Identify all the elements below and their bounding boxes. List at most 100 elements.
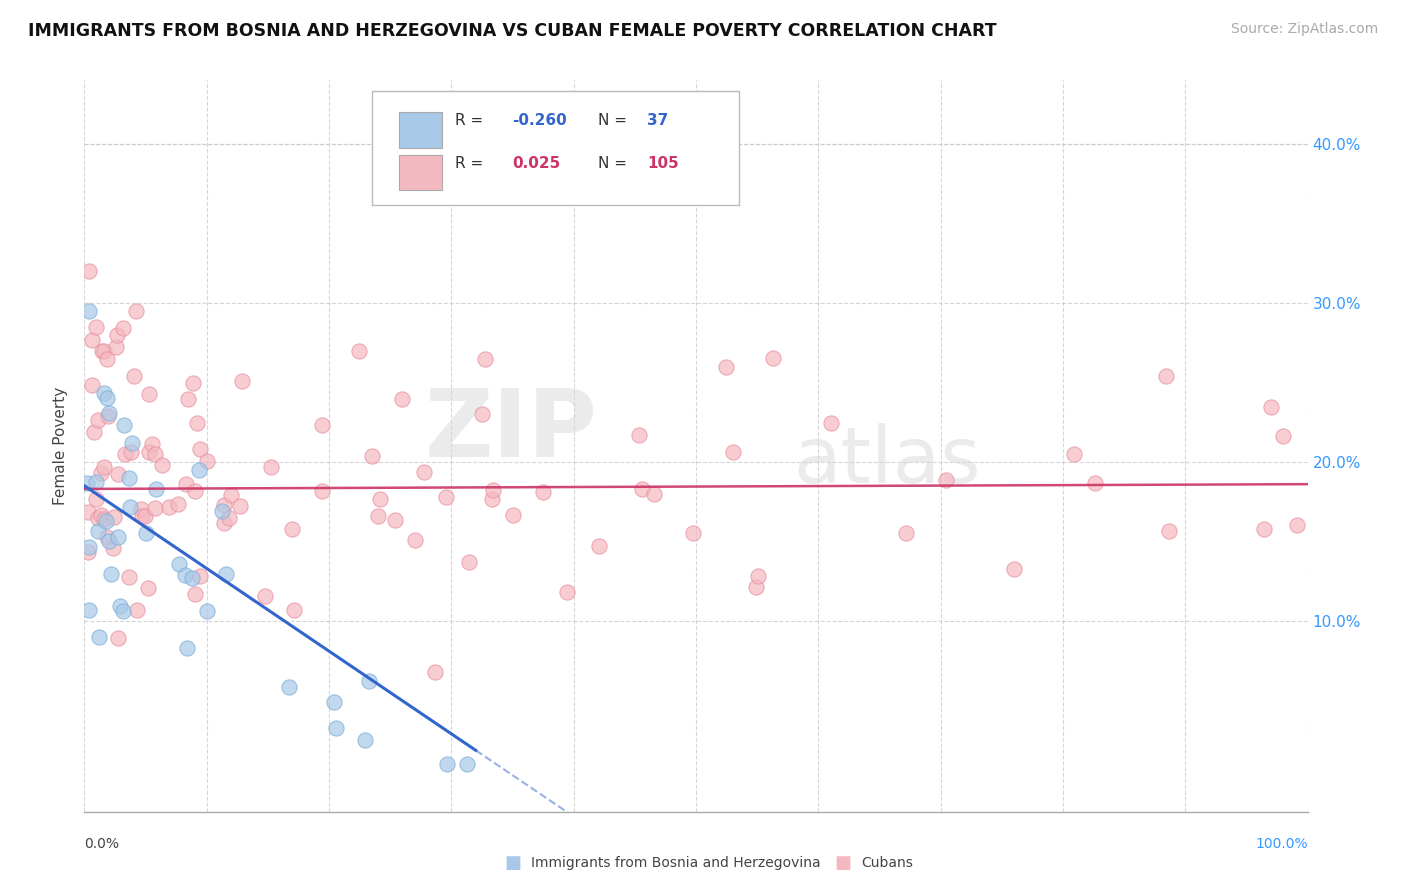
Point	[1002, 562, 1025, 576]
Point	[111, 604, 134, 618]
Point	[425, 665, 447, 679]
Text: 37: 37	[647, 113, 668, 128]
Point	[159, 500, 181, 515]
Point	[177, 392, 200, 407]
Point	[87, 413, 110, 427]
Text: N =: N =	[598, 155, 631, 170]
Point	[747, 569, 769, 583]
Point	[323, 695, 346, 709]
Point	[723, 444, 745, 458]
Point	[103, 509, 125, 524]
Point	[458, 555, 481, 569]
Text: -0.260: -0.260	[513, 113, 567, 128]
Point	[456, 757, 478, 772]
Point	[96, 530, 118, 544]
Point	[260, 459, 283, 474]
Text: 105: 105	[647, 155, 679, 170]
Point	[277, 680, 299, 694]
Point	[211, 504, 233, 518]
Point	[896, 526, 918, 541]
Point	[134, 508, 156, 523]
Point	[77, 303, 100, 318]
Text: N =: N =	[598, 113, 631, 128]
Text: ■: ■	[503, 854, 522, 871]
Point	[643, 486, 665, 500]
Bar	[399, 112, 441, 147]
Point	[97, 409, 120, 424]
Point	[131, 508, 153, 523]
Y-axis label: Female Poverty: Female Poverty	[53, 387, 69, 505]
Point	[96, 351, 118, 366]
Point	[359, 673, 381, 688]
FancyBboxPatch shape	[371, 91, 738, 204]
Point	[135, 526, 157, 541]
Point	[141, 437, 163, 451]
Point	[174, 476, 197, 491]
Point	[481, 491, 503, 506]
Point	[90, 467, 112, 481]
Point	[87, 524, 110, 538]
Point	[167, 557, 190, 571]
Point	[93, 512, 115, 526]
Point	[118, 500, 141, 515]
Text: R =: R =	[456, 113, 488, 128]
Point	[76, 476, 98, 491]
Point	[93, 385, 115, 400]
Point	[631, 482, 654, 496]
Point	[129, 501, 152, 516]
Point	[143, 447, 166, 461]
Point	[1063, 447, 1085, 461]
Point	[195, 453, 218, 467]
Point	[127, 602, 149, 616]
Point	[588, 539, 610, 553]
Point	[1285, 518, 1308, 533]
Point	[311, 417, 333, 432]
Point	[107, 467, 129, 481]
Text: R =: R =	[456, 155, 488, 170]
Point	[714, 359, 737, 374]
Point	[188, 442, 211, 457]
Point	[77, 540, 100, 554]
Point	[412, 466, 434, 480]
Point	[103, 541, 125, 555]
Text: 0.0%: 0.0%	[84, 838, 120, 851]
Text: 0.025: 0.025	[513, 155, 561, 170]
Text: atlas: atlas	[794, 423, 981, 499]
Point	[215, 566, 238, 581]
Point	[93, 460, 115, 475]
Text: Immigrants from Bosnia and Herzegovina: Immigrants from Bosnia and Herzegovina	[531, 856, 821, 870]
Point	[368, 491, 391, 506]
Point	[1156, 369, 1178, 384]
Point	[1084, 475, 1107, 490]
Point	[311, 484, 333, 499]
Point	[935, 473, 957, 487]
Point	[122, 369, 145, 384]
Point	[91, 343, 114, 358]
Point	[90, 508, 112, 522]
Point	[283, 603, 305, 617]
Point	[117, 570, 139, 584]
Point	[184, 483, 207, 498]
Point	[173, 568, 195, 582]
Point	[474, 351, 496, 366]
Point	[471, 407, 494, 421]
Point	[86, 511, 108, 525]
Point	[120, 445, 142, 459]
Point	[105, 340, 128, 354]
Point	[84, 319, 107, 334]
Point	[682, 525, 704, 540]
Point	[281, 522, 304, 536]
Point	[212, 516, 235, 530]
Point	[531, 485, 554, 500]
Point	[98, 533, 121, 548]
Point	[195, 604, 218, 618]
Point	[762, 351, 785, 365]
Point	[111, 320, 134, 334]
Point	[77, 264, 100, 278]
Point	[181, 376, 204, 390]
Point	[138, 386, 160, 401]
Text: IMMIGRANTS FROM BOSNIA AND HERZEGOVINA VS CUBAN FEMALE POVERTY CORRELATION CHART: IMMIGRANTS FROM BOSNIA AND HERZEGOVINA V…	[28, 22, 997, 40]
Point	[93, 343, 115, 358]
Point	[121, 436, 143, 450]
Point	[112, 418, 135, 433]
